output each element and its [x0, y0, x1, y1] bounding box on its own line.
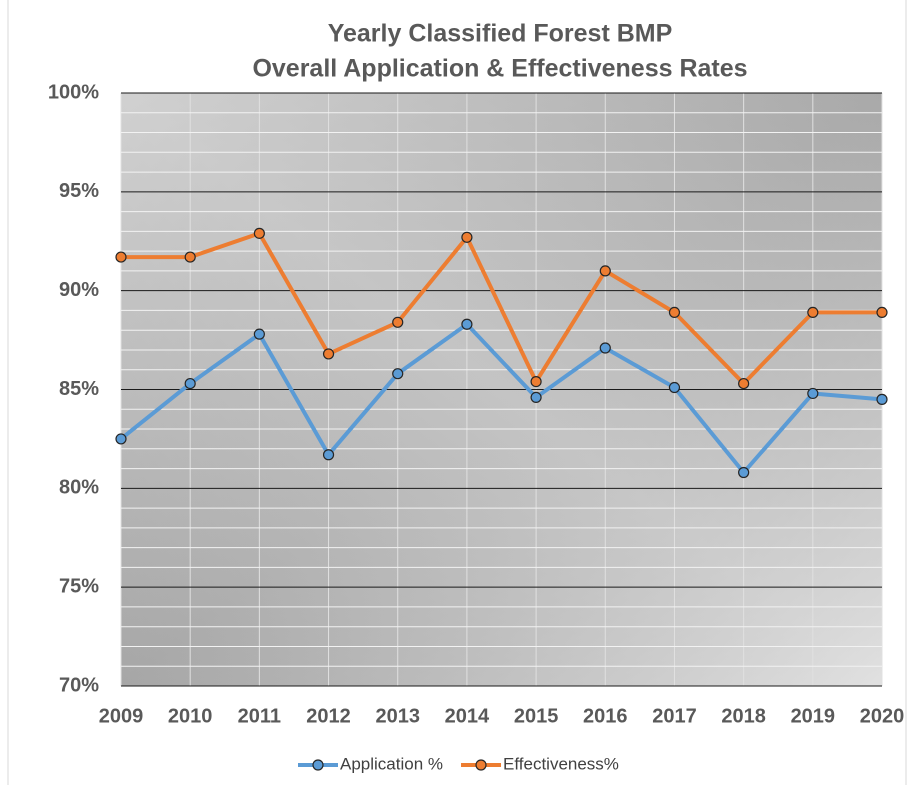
- x-tick-label: 2020: [860, 705, 905, 727]
- series-line: [121, 231, 882, 386]
- series-line: [119, 322, 883, 475]
- data-point: [115, 433, 127, 445]
- data-point: [461, 231, 473, 243]
- x-tick-label: 2018: [721, 705, 766, 727]
- y-tick-label: 70%: [59, 674, 99, 696]
- chart-title: Overall Application & Effectiveness Rate…: [252, 55, 747, 83]
- data-point: [392, 368, 404, 380]
- x-tick-label: 2014: [445, 705, 490, 727]
- data-point: [807, 387, 819, 400]
- x-tick-label: 2011: [238, 705, 281, 727]
- data-point: [599, 342, 611, 354]
- y-tick-label: 90%: [59, 279, 99, 301]
- x-tick-label: 2013: [375, 705, 420, 727]
- data-point: [530, 391, 542, 404]
- chart-title: Yearly Classified Forest BMP: [328, 20, 673, 48]
- x-tick-label: 2019: [791, 705, 836, 727]
- data-point: [668, 306, 681, 319]
- x-tick-label: 2016: [583, 705, 628, 727]
- y-tick-label: 95%: [59, 180, 99, 202]
- legend-label: Application %: [340, 754, 443, 773]
- data-point: [530, 375, 542, 388]
- y-tick-label: 85%: [59, 378, 99, 400]
- legend-marker: [312, 759, 324, 771]
- data-point: [253, 227, 265, 239]
- data-point: [392, 316, 404, 328]
- x-tick-label: 2009: [99, 705, 144, 727]
- data-point: [322, 348, 335, 360]
- data-point: [738, 377, 750, 390]
- data-point: [184, 377, 196, 390]
- data-point: [461, 318, 473, 330]
- x-tick-label: 2015: [514, 705, 559, 727]
- y-tick-label: 75%: [59, 575, 99, 597]
- data-point: [599, 265, 611, 277]
- legend-marker: [475, 759, 487, 771]
- data-point: [322, 449, 335, 461]
- x-tick-label: 2017: [652, 705, 697, 727]
- data-point: [876, 306, 888, 319]
- y-tick-label: 80%: [59, 477, 99, 499]
- data-point: [115, 251, 127, 263]
- y-tick-label: 100%: [48, 81, 99, 103]
- legend-label: Effectiveness%: [503, 754, 619, 773]
- data-point: [738, 466, 750, 479]
- data-point: [807, 306, 819, 319]
- data-point: [876, 393, 888, 405]
- x-tick-label: 2010: [168, 705, 213, 727]
- x-tick-label: 2012: [306, 705, 351, 727]
- data-point: [184, 251, 196, 263]
- data-point: [253, 328, 265, 340]
- data-point: [668, 381, 681, 394]
